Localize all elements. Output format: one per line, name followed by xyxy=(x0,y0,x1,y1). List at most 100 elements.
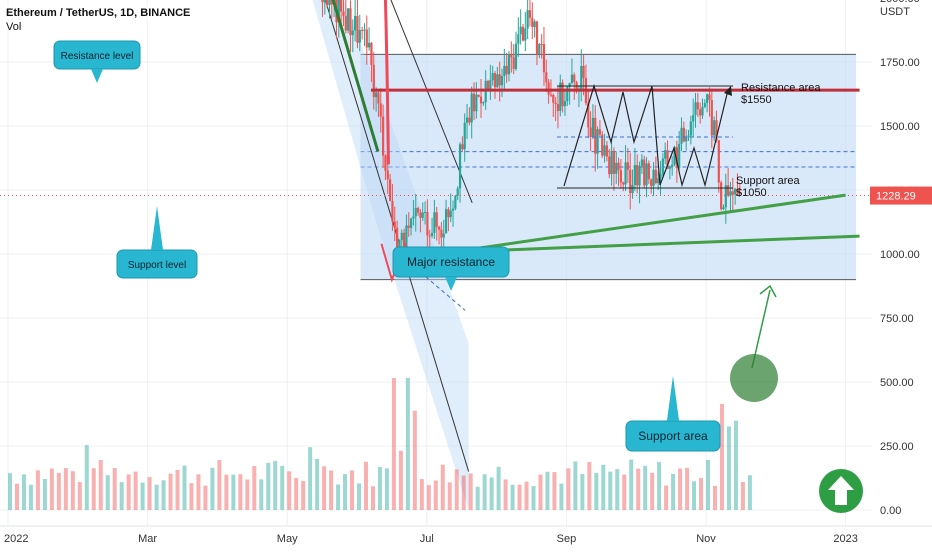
candle-body xyxy=(720,182,723,210)
callout-resistance-level-tail xyxy=(91,69,103,83)
candle-body xyxy=(519,26,522,35)
candle-body xyxy=(724,185,727,208)
candle-body xyxy=(675,147,678,168)
volume-bar xyxy=(343,474,348,510)
candle-body xyxy=(659,174,662,179)
volume-bar xyxy=(350,470,355,510)
candle-body xyxy=(405,225,408,256)
volume-bar xyxy=(733,420,738,510)
candle-body xyxy=(442,233,445,238)
candle-body xyxy=(340,0,343,12)
volume-bar xyxy=(412,410,417,510)
candle-body xyxy=(710,100,713,136)
candle-body xyxy=(561,82,564,107)
volume-bar xyxy=(440,464,445,510)
candle-body xyxy=(717,140,720,183)
candle-body xyxy=(526,10,529,29)
volume-bar xyxy=(447,482,452,510)
volume-bar xyxy=(475,486,480,510)
callout-support-level-tail xyxy=(151,206,163,250)
y-tick-label: 0.00 xyxy=(880,505,901,517)
candle-body xyxy=(540,43,543,45)
candle-body xyxy=(591,117,595,137)
x-tick-label: 2022 xyxy=(4,533,28,545)
candle-body xyxy=(409,218,413,228)
y-tick-label: 250.00 xyxy=(880,441,914,453)
candle-body xyxy=(521,26,525,41)
candle-body xyxy=(344,15,347,31)
volume-bar xyxy=(8,473,12,510)
candle-body xyxy=(533,21,536,28)
callout-support-area: Support area xyxy=(625,377,721,452)
candle-body xyxy=(615,162,618,174)
volume-bar xyxy=(238,474,243,510)
candle-body xyxy=(456,188,459,196)
candle-body xyxy=(736,188,739,194)
candle-body xyxy=(524,28,527,41)
channel-upper-line xyxy=(390,0,473,203)
candle-body xyxy=(624,162,627,185)
candle-body xyxy=(349,8,352,36)
schematic: Resistance area$1550 Support area$1050 xyxy=(557,82,821,199)
volume-bar xyxy=(706,459,710,510)
volume-bar xyxy=(210,467,215,510)
volume-bar xyxy=(168,473,173,510)
projection-arrow-head xyxy=(759,284,777,298)
y-tick-label: 1500.00 xyxy=(880,121,920,133)
candle-body xyxy=(421,212,424,218)
candle-body xyxy=(347,8,350,31)
volume-bar xyxy=(161,480,166,510)
candle-body xyxy=(330,0,333,5)
candles xyxy=(321,0,741,276)
volume-bar xyxy=(322,466,327,510)
candle-body xyxy=(468,117,471,123)
candle-body xyxy=(703,103,706,107)
candle-body xyxy=(486,80,490,90)
candle-body xyxy=(713,120,716,136)
volume-bar xyxy=(496,466,501,510)
candle-body xyxy=(636,164,639,186)
candle-body xyxy=(722,207,725,210)
candle-body xyxy=(554,102,557,105)
candle-body xyxy=(400,232,403,241)
candle-body xyxy=(510,54,513,58)
candle-body xyxy=(640,159,643,166)
candle-body xyxy=(428,235,431,237)
volume-bar xyxy=(398,450,403,510)
candle-body xyxy=(738,193,741,195)
candle-body xyxy=(587,103,590,128)
candle-body xyxy=(605,145,609,157)
candle-body xyxy=(435,212,438,227)
schematic-support-label: Support area xyxy=(736,175,800,187)
candle-body xyxy=(475,94,478,112)
callout-major-resistance-label: Major resistance xyxy=(407,255,495,269)
candle-body xyxy=(619,170,622,183)
volume-bar xyxy=(70,471,75,510)
volume-bar xyxy=(685,467,690,510)
candle-body xyxy=(545,72,548,83)
volume-bar xyxy=(377,467,382,510)
candle-body xyxy=(384,155,387,171)
volume-bar xyxy=(468,473,473,510)
bull-badge xyxy=(819,469,863,513)
candle-body xyxy=(542,44,546,73)
candle-body xyxy=(451,208,455,211)
x-tick-label: 2023 xyxy=(833,533,857,545)
candle-body xyxy=(603,145,606,156)
volume-bar xyxy=(363,461,368,510)
candle-body xyxy=(568,82,571,87)
candle-body xyxy=(449,210,452,218)
volume-bar xyxy=(301,480,306,510)
y-tick-label: 500.00 xyxy=(880,377,914,389)
candle-body xyxy=(507,54,511,75)
volume-bar xyxy=(580,474,585,510)
candle-body xyxy=(321,0,324,3)
candle-body xyxy=(426,211,429,236)
candle-body xyxy=(552,94,555,103)
last-price-label: 1228.29 xyxy=(876,191,916,203)
volume-bar xyxy=(63,468,68,510)
candle-body xyxy=(559,82,562,111)
candle-body xyxy=(608,156,611,175)
candle-body xyxy=(377,92,380,104)
volume-bar xyxy=(552,472,557,510)
